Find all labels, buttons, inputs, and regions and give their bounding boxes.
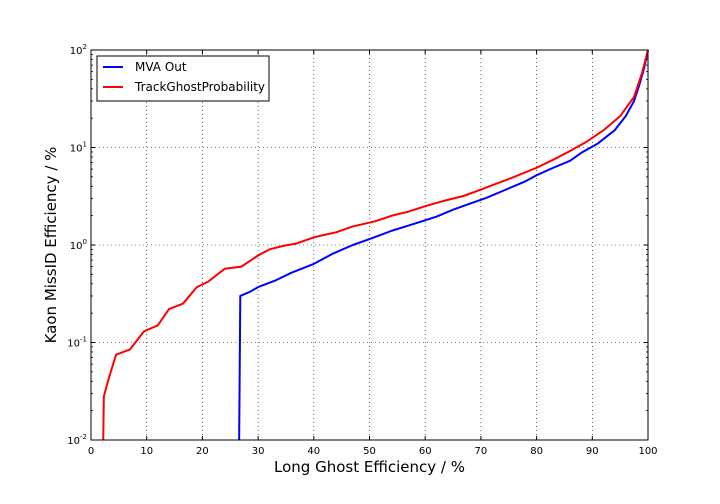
x-tick-label: 0 <box>88 446 94 457</box>
y-tick-label: 102 <box>70 43 87 57</box>
y-tick-label: 10-1 <box>67 336 87 350</box>
legend-box <box>96 55 270 102</box>
x-tick-label: 100 <box>638 446 657 457</box>
x-tick-label: 80 <box>530 446 543 457</box>
tick-labels: 0 10 20 30 40 50 60 70 80 90 100 10-2 10-1 100 101 102 <box>67 43 657 457</box>
ticks <box>90 49 649 441</box>
x-tick-label: 40 <box>307 446 320 457</box>
x-tick-label: 50 <box>363 446 376 457</box>
x-axis-label: Long Ghost Efficiency / % <box>274 458 465 476</box>
legend-label: MVA Out <box>135 60 187 74</box>
x-tick-label: 60 <box>419 446 432 457</box>
series-line-1 <box>238 49 649 441</box>
y-axis-label: Kaon MissID Efficiency / % <box>42 147 60 344</box>
y-tick-label: 100 <box>70 238 87 252</box>
x-tick-label: 90 <box>586 446 599 457</box>
legend-label: TrackGhostProbability <box>134 80 265 94</box>
plot-lines <box>102 49 649 441</box>
y-tick-label: 10-2 <box>67 433 87 447</box>
x-tick-label: 70 <box>475 446 488 457</box>
y-tick-label: 101 <box>70 141 87 155</box>
series-line-2 <box>102 49 649 441</box>
x-tick-label: 30 <box>252 446 265 457</box>
x-tick-label: 20 <box>196 446 209 457</box>
x-tick-label: 10 <box>140 446 153 457</box>
legend: MVA Out TrackGhostProbability <box>96 55 270 102</box>
grid <box>91 50 648 440</box>
